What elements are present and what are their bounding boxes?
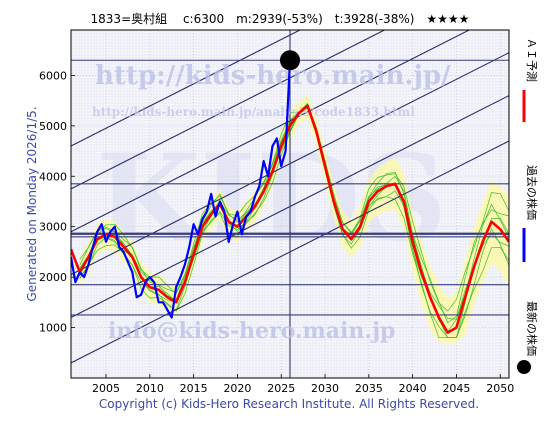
y-tick-label: 4000: [39, 170, 67, 183]
x-tick-label: 2030: [311, 382, 339, 395]
y-tick-label: 2000: [39, 271, 67, 284]
x-tick-label: 2045: [442, 382, 470, 395]
legend-latest-label: 最新の株価: [525, 301, 539, 356]
generated-note: Generated on Monday 2026/1/5.: [25, 106, 39, 301]
current-marker-layer: [280, 50, 300, 71]
plot-frame: [70, 29, 510, 379]
simulation-path: [79, 106, 509, 339]
legend-latest-dot: [517, 360, 531, 374]
watermark-url-small: http://kids-hero.main.jp/analysis/code18…: [92, 105, 415, 119]
y-tick-label: 3000: [39, 221, 67, 234]
x-tick-label: 2025: [267, 382, 295, 395]
watermark-email: info@kids-hero.main.jp: [108, 318, 395, 344]
x-tick-label: 2010: [136, 382, 164, 395]
y-tick-label: 6000: [39, 69, 67, 82]
legend-history-label: 過去の株価: [525, 165, 539, 220]
y-tick-label: 5000: [39, 120, 67, 133]
chart-title: 1833=奥村組 c:6300 m:2939(-53%) t:3928(-38%…: [91, 12, 470, 26]
x-tick-label: 2035: [355, 382, 383, 395]
y-tick-label: 1000: [39, 322, 67, 335]
watermark-url: http://kids-hero.main.jp/: [95, 61, 451, 91]
ai-forecast-line: [71, 104, 509, 334]
x-tick-label: 2005: [92, 382, 120, 395]
y-tick-labels: 1000 2000 3000 4000 5000 6000: [39, 69, 75, 335]
x-tick-label: 2015: [180, 382, 208, 395]
x-tick-label: 2050: [486, 382, 514, 395]
legend-ai-label: ＡＩ予測: [525, 38, 539, 82]
x-tick-labels: 2005 2010 2015 2020 2025 2030 2035 2040 2045 2050: [92, 374, 514, 395]
current-price-dot: [280, 50, 300, 71]
history-price-line: [71, 60, 292, 319]
series-layer: [71, 60, 509, 334]
simulation-path: [79, 102, 509, 324]
copyright-footer: Copyright (c) Kids-Hero Research Institu…: [99, 397, 479, 411]
x-tick-label: 2020: [223, 382, 251, 395]
x-tick-label: 2040: [399, 382, 427, 395]
